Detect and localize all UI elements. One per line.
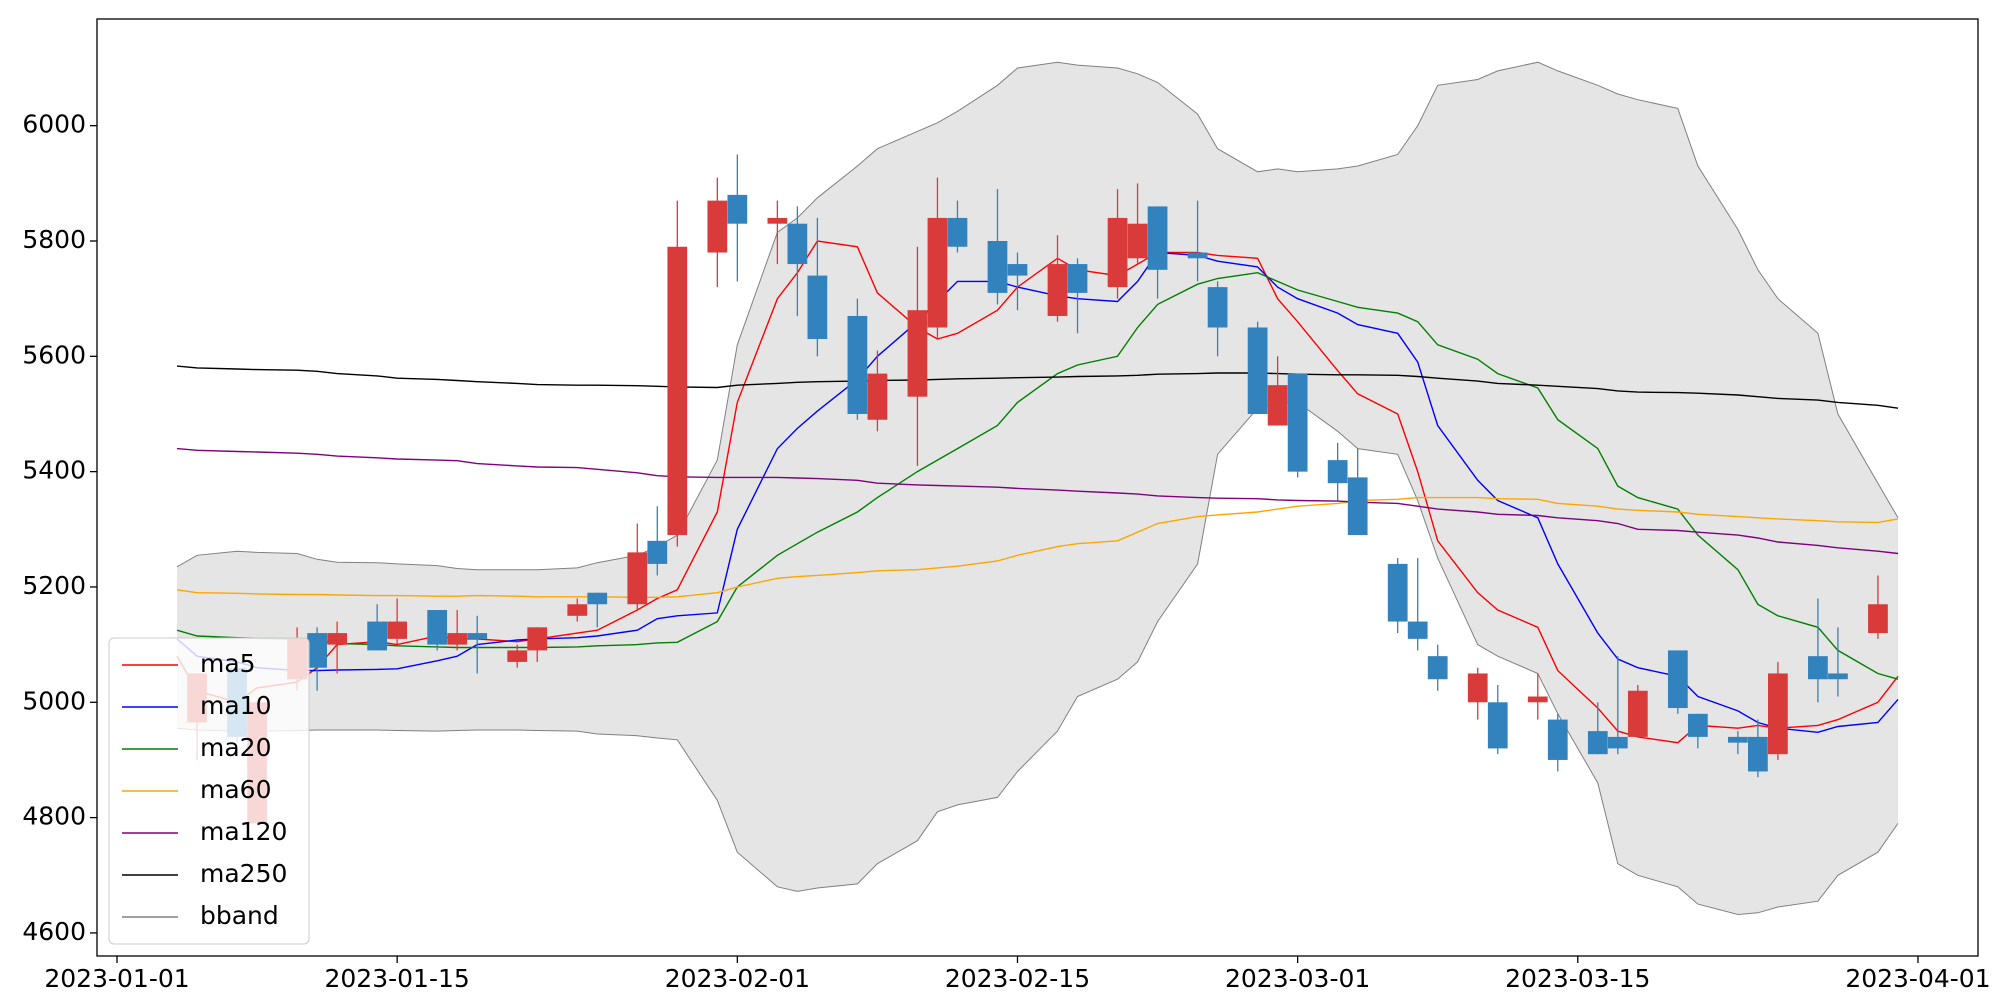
candle-body	[1667, 650, 1688, 709]
candle-body	[1808, 656, 1828, 680]
legend-label: ma60	[200, 775, 271, 804]
candle-body	[427, 610, 448, 645]
candle-body	[1047, 264, 1068, 316]
candle-body	[1407, 621, 1428, 639]
candle-body	[647, 540, 668, 564]
candle-body	[1387, 563, 1408, 622]
x-tick-label: 2023-01-15	[325, 964, 470, 993]
candle-body	[1748, 736, 1768, 772]
candle-body	[447, 633, 468, 645]
candle-body	[1627, 690, 1648, 737]
candle-body	[367, 621, 388, 651]
candle-body	[1187, 252, 1208, 259]
legend: ma5 ma10 ma20 ma60 ma120 ma250 bband	[108, 637, 310, 945]
candle-body	[787, 223, 808, 265]
candle-body	[1467, 673, 1488, 703]
candle-body	[527, 627, 548, 651]
candle-body	[847, 315, 868, 414]
candle-body	[1247, 327, 1268, 414]
y-tick-label: 5600	[22, 340, 86, 369]
legend-label: ma5	[200, 649, 256, 678]
band-lower	[176, 401, 1899, 916]
candle-body	[1487, 702, 1508, 749]
candle-body	[867, 373, 888, 420]
plot-frame	[96, 18, 1979, 957]
x-tick-label: 2023-02-01	[665, 964, 810, 993]
plot-area	[176, 61, 1899, 916]
candle-body	[1347, 477, 1368, 536]
x-tick-label: 2023-03-01	[1225, 964, 1370, 993]
ma-line	[176, 447, 1899, 555]
candle-body	[327, 633, 348, 645]
x-tick-label: 2023-02-15	[945, 964, 1090, 993]
y-tick-label: 4800	[22, 802, 86, 831]
y-tick-label: 5200	[22, 571, 86, 600]
candle-body	[627, 552, 648, 605]
candle-body	[987, 240, 1008, 293]
legend-label: ma120	[200, 817, 287, 846]
ma-line	[176, 365, 1899, 409]
candle-body	[707, 200, 728, 253]
ma-line	[176, 496, 1899, 598]
candle-body	[307, 633, 327, 668]
candle-body	[807, 275, 828, 340]
candle-body	[1207, 287, 1228, 328]
y-tick-label: 5800	[22, 225, 86, 254]
band-area	[177, 62, 1898, 915]
candle-body	[1547, 719, 1568, 760]
candle-body	[587, 592, 608, 605]
legend-label: bband	[200, 901, 279, 930]
candle-body	[507, 650, 528, 662]
candle-body	[1107, 217, 1128, 288]
legend-box	[108, 637, 310, 945]
candle-body	[947, 217, 968, 247]
candle-body	[667, 246, 688, 536]
candle-body	[1287, 373, 1308, 472]
candle-body	[387, 621, 408, 639]
y-tick-label: 6000	[22, 110, 86, 139]
candle-body	[767, 217, 788, 224]
y-tick-label: 5000	[22, 686, 86, 715]
candle-body	[1768, 673, 1788, 755]
ma-line	[176, 271, 1899, 680]
candle-body	[467, 633, 488, 639]
candle-body	[1868, 604, 1888, 634]
y-tick-label: 5400	[22, 456, 86, 485]
candle-body	[1147, 206, 1168, 270]
x-tick-label: 2023-01-01	[44, 964, 189, 993]
candle-body	[1067, 264, 1088, 293]
legend-label: ma10	[200, 691, 271, 720]
candle-body	[1828, 673, 1848, 680]
candle-body	[1527, 696, 1548, 703]
x-tick-label: 2023-04-01	[1845, 964, 1990, 993]
candle-body	[907, 310, 928, 397]
legend-label: ma20	[200, 733, 271, 762]
candle-body	[1267, 385, 1288, 426]
candle-body	[1727, 736, 1748, 743]
ma-line	[176, 251, 1899, 734]
candle-body	[1427, 656, 1448, 680]
candle-body	[1587, 731, 1608, 755]
legend-label: ma250	[200, 859, 287, 888]
candle-body	[1687, 713, 1708, 737]
band-upper	[176, 61, 1899, 571]
candle-body	[1127, 223, 1148, 259]
candle-body	[1007, 264, 1028, 276]
candle-body	[1607, 736, 1628, 749]
y-tick-label: 4600	[22, 917, 86, 946]
candle-body	[567, 604, 588, 616]
candle-body	[727, 194, 748, 224]
x-tick-label: 2023-03-15	[1505, 964, 1650, 993]
candle-body	[927, 217, 948, 328]
candle-body	[1327, 460, 1348, 484]
